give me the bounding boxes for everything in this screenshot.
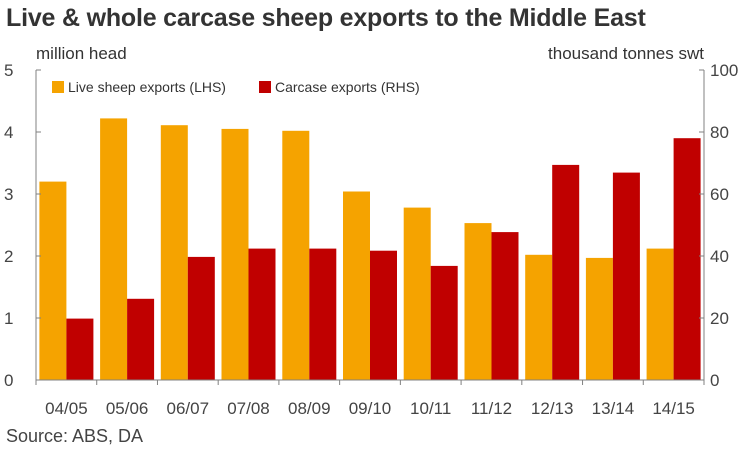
bar-live-11/12	[464, 223, 492, 380]
legend-label-live: Live sheep exports (LHS)	[68, 79, 226, 95]
right-tick-label: 40	[710, 247, 729, 266]
x-tick-label: 06/07	[167, 399, 210, 418]
bar-live-09/10	[343, 191, 370, 380]
x-tick-label: 05/06	[106, 399, 149, 418]
source-note: Source: ABS, DA	[6, 426, 144, 446]
right-tick-label: 80	[710, 123, 729, 142]
bar-live-10/11	[403, 207, 431, 380]
x-tick-label: 07/08	[227, 399, 270, 418]
bar-live-07/08	[221, 128, 249, 380]
x-tick-label: 12/13	[531, 399, 574, 418]
left-tick-label: 3	[4, 185, 13, 204]
right-tick-label: 0	[710, 371, 719, 390]
bar-carcase-07/08	[248, 248, 276, 380]
x-tick-label: 08/09	[288, 399, 331, 418]
bar-carcase-06/07	[187, 256, 215, 380]
x-tick-label: 04/05	[45, 399, 88, 418]
bar-live-04/05	[39, 181, 67, 380]
bar-carcase-10/11	[430, 265, 458, 380]
left-tick-label: 0	[4, 371, 13, 390]
bar-live-13/14	[585, 257, 613, 380]
bar-carcase-14/15	[673, 138, 701, 380]
bar-live-12/13	[525, 254, 553, 380]
bar-carcase-11/12	[491, 232, 519, 380]
legend-label-carcase: Carcase exports (RHS)	[275, 79, 420, 95]
bar-carcase-04/05	[66, 318, 94, 380]
legend-swatch-live	[52, 81, 64, 93]
x-tick-label: 14/15	[652, 399, 695, 418]
left-tick-label: 2	[4, 247, 13, 266]
bar-live-05/06	[100, 118, 128, 381]
bar-live-08/09	[282, 130, 310, 380]
left-axis-unit: million head	[36, 44, 127, 63]
x-tick-label: 13/14	[592, 399, 635, 418]
bar-live-06/07	[160, 125, 188, 380]
x-tick-label: 11/12	[471, 399, 512, 418]
bar-carcase-09/10	[370, 250, 397, 380]
axes-group: 0 1 2 3 4 5 0 20 40 60 80 100 04/05 05/06 06/07 07/08 08…	[4, 61, 738, 418]
x-tick-label: 09/10	[349, 399, 392, 418]
right-tick-label: 100	[710, 61, 738, 80]
legend-swatch-carcase	[259, 81, 271, 93]
bars-group	[39, 118, 701, 381]
x-tick-label: 10/11	[410, 399, 451, 418]
right-axis-unit: thousand tonnes swt	[548, 44, 704, 63]
left-tick-label: 5	[4, 61, 13, 80]
bar-carcase-05/06	[127, 298, 155, 380]
left-tick-label: 4	[4, 123, 13, 142]
right-tick-label: 60	[710, 185, 729, 204]
legend: Live sheep exports (LHS) Carcase exports…	[52, 79, 420, 95]
bar-live-14/15	[646, 248, 674, 380]
bar-carcase-08/09	[309, 248, 337, 380]
right-tick-label: 20	[710, 309, 729, 328]
bar-carcase-13/14	[612, 172, 640, 380]
left-tick-label: 1	[4, 309, 13, 328]
bar-carcase-12/13	[552, 164, 580, 380]
chart-title: Live & whole carcase sheep exports to th…	[6, 4, 646, 32]
